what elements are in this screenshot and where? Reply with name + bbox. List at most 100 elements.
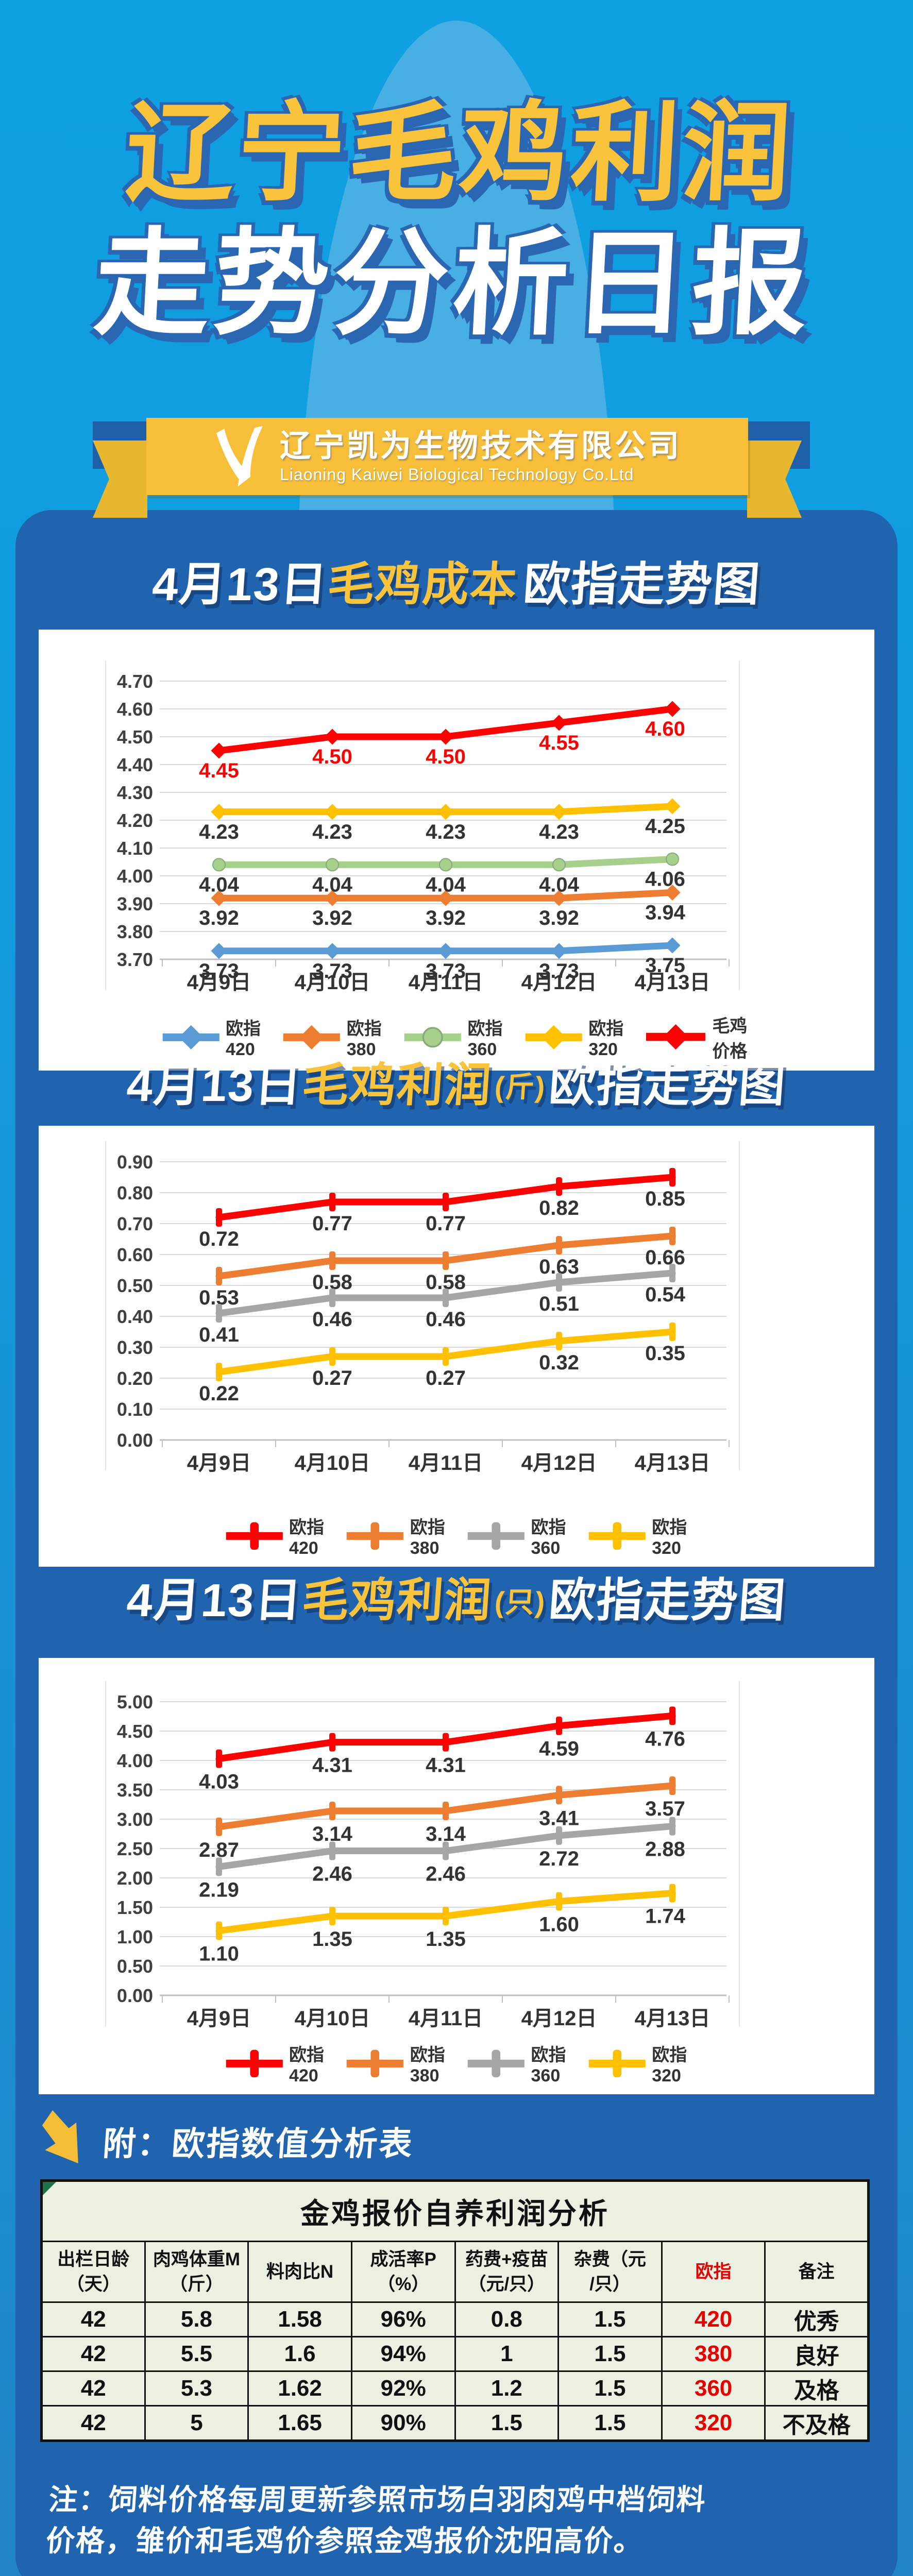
data-label: 4.23 [539,821,579,843]
series-marker [439,858,452,872]
series-marker [556,1716,562,1735]
y-axis-tick-label: 4.10 [117,838,153,859]
series-marker [669,1227,675,1245]
table-row: 42 5.5 1.6 94% 1 1.5 380 良好 [41,2336,869,2372]
data-label: 4.59 [539,1738,579,1760]
series-marker [329,1251,335,1270]
legend-item: 欧指380 [280,1014,385,1060]
chart3-title-unit: (只) [494,1586,547,1618]
legend-item: 欧指420 [223,2041,328,2086]
table-cell: 380 [661,2336,766,2372]
data-label: 4.23 [312,821,352,843]
table-header-cell: 欧指 [661,2241,766,2303]
y-axis-tick-label: 4.20 [117,810,153,831]
chart2-title-highlight: 毛鸡利润 [300,1060,494,1111]
y-axis-tick-label: 0.10 [117,1399,153,1420]
ribbon-fold-right [747,440,802,518]
legend-item: 欧指360 [464,1513,570,1558]
y-axis-tick-label: 3.00 [117,1809,153,1830]
profit-table-wrap: 金鸡报价自养利润分析 出栏日龄 （天） 肉鸡体重M （斤） 料肉比N 成活率P （%）药… [40,2179,870,2442]
legend-marker-icon [283,1025,341,1049]
table-cell: 优秀 [764,2301,869,2337]
y-axis-tick-label: 4.00 [117,866,153,887]
table-cell: 42 [41,2336,146,2372]
data-label: 4.04 [312,873,353,896]
chart3-title-prefix: 4月13日 [125,1575,304,1626]
table-cell: 1.5 [557,2370,663,2406]
y-axis-tick-label: 4.50 [117,1721,153,1742]
legend-marker-icon [646,1024,706,1050]
table-row: 42 5.8 1.58 96% 0.8 1.5 420 优秀 [41,2301,869,2337]
legend-label: 欧指380 [410,2045,445,2086]
y-axis-tick-label: 0.80 [117,1182,153,1204]
x-axis-label: 4月11日 [409,2007,483,2030]
excel-corner-marker [43,2182,56,2195]
series-marker [669,1323,675,1341]
legend-label: 欧指320 [652,1518,687,1558]
data-label: 0.32 [539,1351,579,1374]
legend-label: 欧指420 [226,1019,261,1059]
data-label: 0.46 [312,1308,352,1331]
y-axis-tick-label: 4.70 [117,671,153,692]
data-label: 0.72 [199,1228,239,1250]
chart1-title-suffix: 欧指走势图 [521,559,763,611]
data-label: 1.35 [312,1928,352,1951]
x-axis-label: 4月12日 [521,971,597,994]
data-label: 0.85 [645,1188,685,1210]
series-marker [216,1749,222,1768]
y-axis-tick-label: 3.80 [117,921,153,942]
data-label: 3.73 [199,960,239,982]
chart2-legend: 欧指420 欧指380 欧指360 欧指320 [39,1513,874,1558]
x-axis-label: 4月13日 [635,1452,711,1475]
x-axis-label: 4月10日 [295,1452,370,1475]
series-marker [329,1347,335,1366]
data-label: 0.77 [312,1212,352,1235]
y-axis-tick-label: 4.30 [117,782,153,803]
series-marker [211,890,227,906]
series-marker [669,1706,675,1725]
table-header-cell: 杂费（元 /只） [557,2241,663,2303]
series-marker [216,1363,222,1381]
series-marker [556,1273,562,1292]
series-marker [329,1802,335,1821]
series-marker [329,1193,335,1211]
table-header-cell: 出栏日龄 （天） [41,2241,146,2303]
data-label: 3.92 [426,907,466,929]
x-axis-label: 4月13日 [635,2007,711,2030]
x-axis-label: 4月9日 [187,1452,251,1475]
y-axis-tick-label: 1.50 [117,1897,153,1918]
chart2-title-suffix: 欧指走势图 [547,1060,788,1111]
x-axis-label: 4月11日 [409,1452,483,1475]
legend-marker-icon [467,1522,525,1550]
data-label: 0.27 [426,1367,466,1389]
legend-item: 欧指320 [522,1014,628,1060]
data-label: 0.54 [645,1283,686,1306]
series-marker [443,1841,449,1860]
legend-marker-icon [525,1025,582,1049]
table-cell: 90% [350,2405,456,2442]
series-marker [443,1733,449,1752]
legend-label: 欧指320 [652,2045,687,2086]
legend-item: 欧指360 [401,1014,506,1060]
legend-item: 欧指380 [343,1513,449,1558]
note-text: 注：饲料价格每周更新参照市场白羽肉鸡中档饲料 价格，雏价和毛鸡价参照金鸡报价沈阳… [44,2479,854,2561]
table-cell: 良好 [764,2336,869,2372]
data-label: 4.23 [199,821,239,843]
table-cell: 5.3 [144,2370,249,2406]
legend-label: 欧指380 [410,1518,445,1558]
series-marker [551,804,567,820]
data-label: 4.04 [539,873,580,896]
legend-item: 欧指380 [343,2041,449,2086]
data-label: 4.55 [539,732,579,754]
series-marker [664,884,681,901]
table-header-cell: 肉鸡体重M （斤） [144,2241,249,2303]
table-cell: 5.8 [144,2301,249,2337]
data-label: 4.50 [312,745,352,768]
chart2-title-prefix: 4月13日 [125,1060,304,1111]
table-header-cell: 成活率P （%） [350,2241,456,2303]
data-label: 4.45 [199,759,239,782]
legend-marker-icon [346,2049,404,2077]
table-cell: 1.65 [247,2405,352,2442]
series-marker [216,1304,222,1323]
page-title-line2: 走势分析日报 [91,219,815,349]
